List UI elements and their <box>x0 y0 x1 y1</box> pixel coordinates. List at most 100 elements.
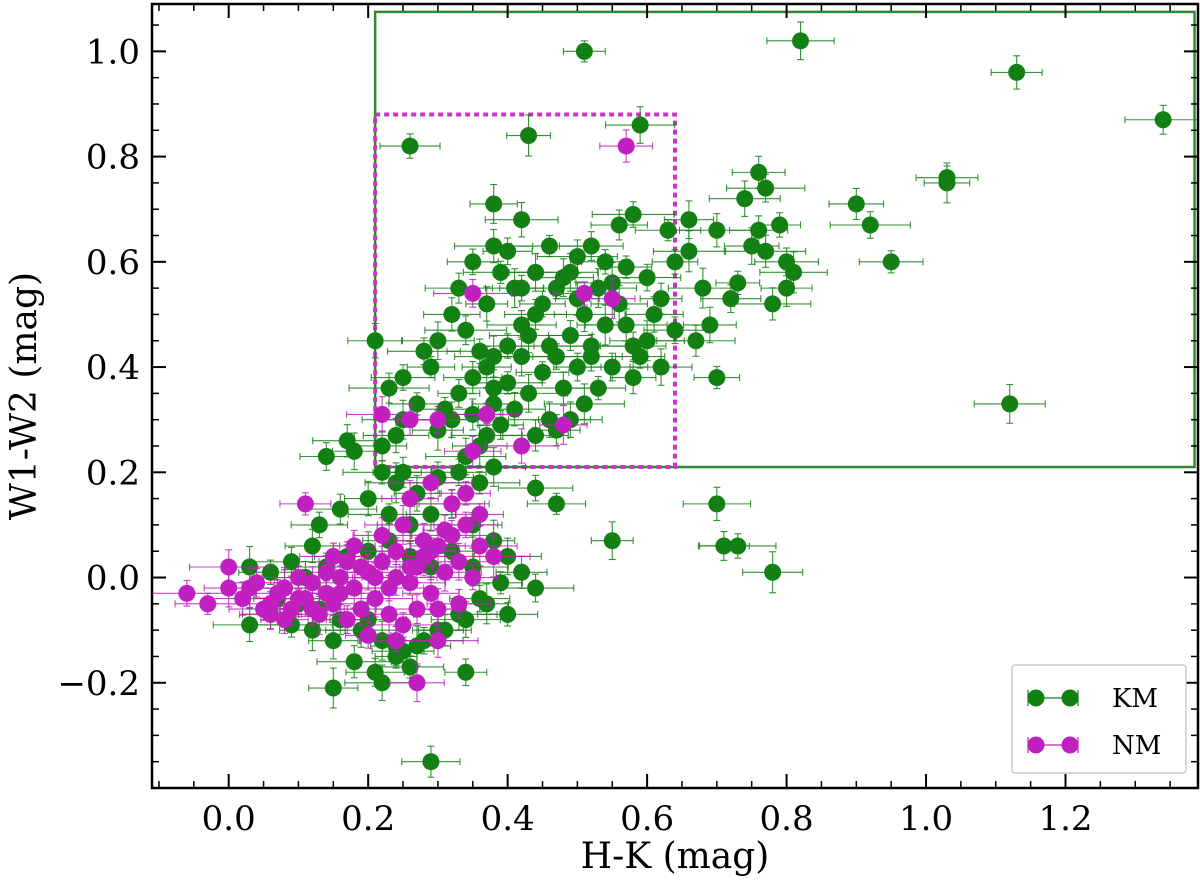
km-data-point <box>733 287 812 321</box>
nm-series <box>152 129 654 703</box>
y-tick-label: 0.8 <box>86 138 140 178</box>
km-data-point <box>401 745 461 778</box>
legend-km-label: KM <box>1112 684 1158 714</box>
x-tick-label: 0.6 <box>620 799 674 839</box>
km-data-point <box>973 383 1046 424</box>
nm-data-point <box>410 588 466 631</box>
km-data-point <box>343 480 393 517</box>
km-data-point <box>605 106 676 144</box>
x-axis-label: H-K (mag) <box>581 836 770 877</box>
nm-data-point <box>448 564 497 591</box>
km-data-point <box>990 55 1043 90</box>
km-data-point <box>609 360 657 395</box>
nm-data-point <box>418 489 486 519</box>
nm-data-point <box>280 592 345 626</box>
km-data-point <box>758 212 802 238</box>
km-data-point <box>316 645 393 679</box>
km-data-point <box>715 270 761 296</box>
x-tick-label: 0.0 <box>202 799 256 839</box>
km-data-point <box>454 335 534 378</box>
nm-data-point <box>454 402 520 427</box>
km-data-point <box>576 304 635 346</box>
km-data-point <box>480 333 535 359</box>
km-data-point <box>437 378 481 408</box>
nm-data-point <box>189 549 269 585</box>
nm-data-point <box>354 559 438 596</box>
x-tick-label: 0.2 <box>341 799 395 839</box>
km-data-point <box>299 442 354 471</box>
km-data-point <box>1124 104 1198 135</box>
km-data-point <box>430 458 487 487</box>
km-data-point <box>499 274 544 302</box>
nm-data-point <box>364 504 442 545</box>
km-data-point <box>497 474 574 502</box>
km-data-point <box>406 355 456 379</box>
axis-ticks: 0.0 0.2 0.4 0.6 0.8 1.0 1.2 −0.2 0.0 0.2 0.4 0.6 0.8… <box>57 4 1198 839</box>
nm-data-point <box>360 629 433 652</box>
km-series <box>212 21 1198 778</box>
km-data-point <box>449 584 511 613</box>
nm-data-point <box>455 503 504 526</box>
km-data-point <box>742 551 804 594</box>
km-data-point <box>488 373 569 413</box>
nm-data-point <box>279 492 332 516</box>
nm-data-point <box>352 517 412 554</box>
km-data-point <box>424 315 508 346</box>
km-data-point <box>754 247 819 277</box>
km-data-point <box>558 231 624 261</box>
y-tick-label: 0.0 <box>86 559 140 599</box>
km-data-point <box>423 297 481 332</box>
km-data-point <box>484 202 559 238</box>
km-data-point <box>514 334 585 358</box>
y-tick-label: 0.2 <box>86 453 140 493</box>
km-data-point <box>591 201 675 228</box>
nm-data-point <box>369 612 437 638</box>
y-axis-label: W1-W2 (mag) <box>4 272 45 520</box>
km-data-point <box>652 230 725 273</box>
km-data-point <box>312 424 383 458</box>
km-data-point <box>526 492 587 515</box>
x-tick-label: 1.2 <box>1038 799 1092 839</box>
km-data-point <box>624 296 684 333</box>
nm-data-point <box>418 542 500 581</box>
km-data-point <box>387 337 461 366</box>
km-data-point <box>379 133 441 159</box>
km-data-point <box>725 173 806 203</box>
nm-data-point <box>440 481 491 506</box>
km-data-point <box>362 417 430 454</box>
km-data-point <box>570 375 627 401</box>
nm-data-point <box>346 396 419 433</box>
km-data-point <box>446 248 499 276</box>
nm-data-point <box>422 514 468 546</box>
km-data-point <box>612 263 682 292</box>
km-data-point <box>477 409 524 440</box>
nm-data-point <box>373 570 447 596</box>
legend-nm-label: NM <box>1112 731 1161 761</box>
km-data-point <box>609 320 685 362</box>
nm-data-point <box>260 605 309 635</box>
legend-nm-marker <box>1027 736 1079 754</box>
nm-data-point <box>397 405 479 434</box>
km-data-point <box>699 533 777 559</box>
km-data-point <box>284 528 341 564</box>
legend-box <box>1011 664 1187 774</box>
km-data-point <box>519 290 566 318</box>
nm-data-point <box>255 579 300 608</box>
km-data-point <box>693 365 741 390</box>
km-data-point <box>538 401 603 438</box>
y-tick-label: 1.0 <box>86 32 140 72</box>
km-data-point <box>486 310 557 340</box>
km-data-point <box>590 521 634 561</box>
km-data-point <box>375 655 445 679</box>
km-data-point <box>357 430 408 462</box>
km-data-point <box>651 249 699 275</box>
nm-data-point <box>433 278 513 308</box>
nm-data-point <box>588 278 636 320</box>
km-data-point <box>562 40 606 63</box>
km-data-point <box>829 211 911 239</box>
km-data-point <box>639 282 683 315</box>
plot-frame <box>150 2 1200 790</box>
legend: KM NM <box>1011 664 1187 774</box>
km-data-point <box>250 546 333 577</box>
x-tick-label: 1.0 <box>899 799 953 839</box>
